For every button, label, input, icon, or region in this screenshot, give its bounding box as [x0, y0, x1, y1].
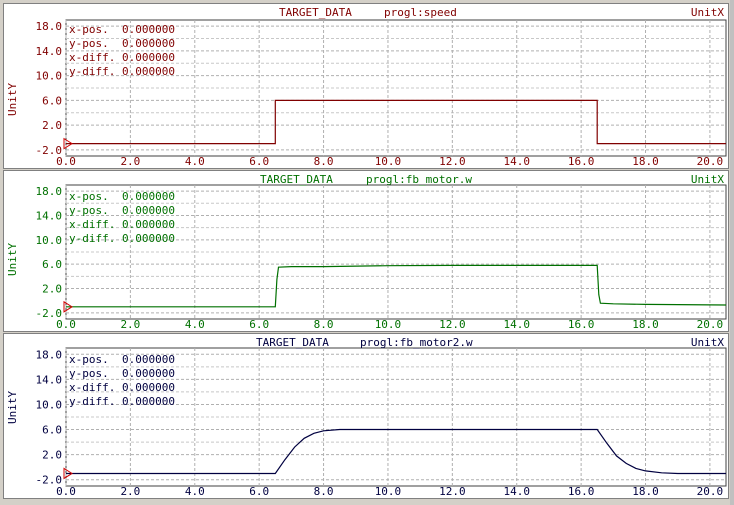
unit-x-label: UnitX — [690, 6, 724, 19]
x-tick-label: 18.0 — [632, 155, 659, 168]
y-tick-label: 6.0 — [42, 258, 62, 271]
cursor-readout: x-pos. 0.000000 y-pos. 0.000000 x-diff. … — [69, 190, 175, 246]
y-tick-label: -2.0 — [36, 474, 63, 487]
y-tick-label: 6.0 — [42, 424, 62, 437]
cursor-readout: x-pos. 0.000000 y-pos. 0.000000 x-diff. … — [69, 23, 175, 79]
plot-panel-fb-motor[interactable]: 18.0 14.0 10.0 6.0 2.0 -2.0 0.0 2.0 4.0 6.0 8.0 10.… — [3, 170, 729, 332]
readout-y-pos: y-pos. 0.000000 — [69, 37, 175, 50]
readout-y-pos: y-pos. 0.000000 — [69, 367, 175, 380]
readout-x-diff: x-diff. 0.000000 — [69, 218, 175, 231]
x-tick-label: 12.0 — [439, 318, 466, 331]
y-tick-label: 6.0 — [42, 94, 62, 107]
plot-header: TARGET_DATA progl:fb_motor.w UnitX — [4, 173, 728, 187]
x-tick-label: 4.0 — [185, 318, 205, 331]
plot-variable: progl:speed — [384, 6, 457, 19]
x-tick-label: 18.0 — [632, 318, 659, 331]
x-tick-label: 14.0 — [503, 155, 530, 168]
x-tick-label: 8.0 — [314, 485, 334, 498]
x-tick-label: 0.0 — [56, 155, 76, 168]
plot-header: TARGET_DATA progl:fb_motor2.w UnitX — [4, 336, 728, 350]
y-tick-label: 10.0 — [36, 234, 63, 247]
window-edge — [730, 0, 734, 505]
x-tick-label: 16.0 — [568, 318, 595, 331]
unit-y-label: UnitY — [6, 82, 19, 116]
x-tick-label: 14.0 — [503, 318, 530, 331]
plot-panel-speed[interactable]: 18.0 14.0 10.0 6.0 2.0 -2.0 0.0 2.0 4.0 6.0 8.0 10.… — [3, 3, 729, 169]
x-tick-label: 20.0 — [697, 318, 724, 331]
x-tick-label: 16.0 — [568, 485, 595, 498]
readout-x-pos: x-pos. 0.000000 — [69, 353, 175, 366]
y-tick-label: -2.0 — [36, 144, 63, 157]
y-tick-label: -2.0 — [36, 307, 63, 320]
x-tick-label: 2.0 — [120, 318, 140, 331]
y-tick-label: 18.0 — [36, 348, 63, 361]
plot-area[interactable]: 18.0 14.0 10.0 6.0 2.0 -2.00.0 2.0 4.0 6.0 8.0 10.… — [4, 334, 730, 500]
baseline-marker — [63, 467, 73, 480]
y-tick-label: 14.0 — [36, 45, 63, 58]
x-tick-label: 18.0 — [632, 485, 659, 498]
plot-title: TARGET_DATA — [279, 6, 352, 19]
y-tick-label: 18.0 — [36, 185, 63, 198]
unit-y-label: UnitY — [6, 242, 19, 276]
x-tick-label: 20.0 — [697, 485, 724, 498]
y-tick-label: 2.0 — [42, 119, 62, 132]
plot-title: TARGET_DATA — [260, 173, 333, 186]
x-tick-label: 10.0 — [375, 318, 402, 331]
readout-x-diff: x-diff. 0.000000 — [69, 381, 175, 394]
y-tick-label: 2.0 — [42, 449, 62, 462]
x-tick-label: 6.0 — [249, 155, 269, 168]
y-tick-label: 14.0 — [36, 209, 63, 222]
x-tick-label: 12.0 — [439, 485, 466, 498]
readout-x-pos: x-pos. 0.000000 — [69, 23, 175, 36]
baseline-marker — [63, 300, 73, 313]
series-line — [66, 264, 727, 308]
x-tick-label: 0.0 — [56, 318, 76, 331]
readout-y-pos: y-pos. 0.000000 — [69, 204, 175, 217]
unit-y-label: UnitY — [6, 390, 19, 424]
x-tick-label: 0.0 — [56, 485, 76, 498]
y-tick-label: 10.0 — [36, 398, 63, 411]
baseline-marker — [63, 137, 73, 150]
readout-x-diff: x-diff. 0.000000 — [69, 51, 175, 64]
x-tick-label: 10.0 — [375, 485, 402, 498]
x-tick-label: 16.0 — [568, 155, 595, 168]
x-tick-label: 4.0 — [185, 155, 205, 168]
series-line — [66, 99, 726, 145]
y-tick-label: 18.0 — [36, 20, 63, 33]
y-tick-label: 10.0 — [36, 70, 63, 83]
readout-y-diff: y-diff. 0.000000 — [69, 232, 175, 245]
x-tick-label: 2.0 — [120, 485, 140, 498]
x-tick-label: 2.0 — [120, 155, 140, 168]
plot-header: TARGET_DATA progl:speed UnitX — [4, 6, 728, 20]
x-tick-label: 8.0 — [314, 318, 334, 331]
unit-x-label: UnitX — [690, 173, 724, 186]
readout-y-diff: y-diff. 0.000000 — [69, 65, 175, 78]
series-line — [66, 428, 726, 475]
y-tick-label: 14.0 — [36, 373, 63, 386]
plot-variable: progl:fb_motor.w — [366, 173, 472, 186]
readout-x-pos: x-pos. 0.000000 — [69, 190, 175, 203]
plot-title: TARGET_DATA — [256, 336, 329, 349]
plot-variable: progl:fb_motor2.w — [360, 336, 473, 349]
x-tick-label: 6.0 — [249, 485, 269, 498]
y-tick-label: 2.0 — [42, 283, 62, 296]
unit-x-label: UnitX — [690, 336, 724, 349]
x-tick-label: 20.0 — [697, 155, 724, 168]
x-tick-label: 14.0 — [503, 485, 530, 498]
plot-panel-fb-motor2[interactable]: 18.0 14.0 10.0 6.0 2.0 -2.0 0.0 2.0 4.0 6.0 8.0 10.… — [3, 333, 729, 499]
x-tick-label: 8.0 — [314, 155, 334, 168]
x-tick-label: 10.0 — [375, 155, 402, 168]
x-tick-label: 12.0 — [439, 155, 466, 168]
x-tick-label: 6.0 — [249, 318, 269, 331]
x-tick-label: 4.0 — [185, 485, 205, 498]
readout-y-diff: y-diff. 0.000000 — [69, 395, 175, 408]
plot-area[interactable]: 18.0 14.0 10.0 6.0 2.0 -2.00.0 2.0 4.0 6.0 8.0 10.… — [4, 171, 730, 333]
cursor-readout: x-pos. 0.000000 y-pos. 0.000000 x-diff. … — [69, 353, 175, 409]
plot-area[interactable]: 18.0 14.0 10.0 6.0 2.0 -2.00.0 2.0 4.0 6.0 8.0 10.… — [4, 4, 730, 170]
